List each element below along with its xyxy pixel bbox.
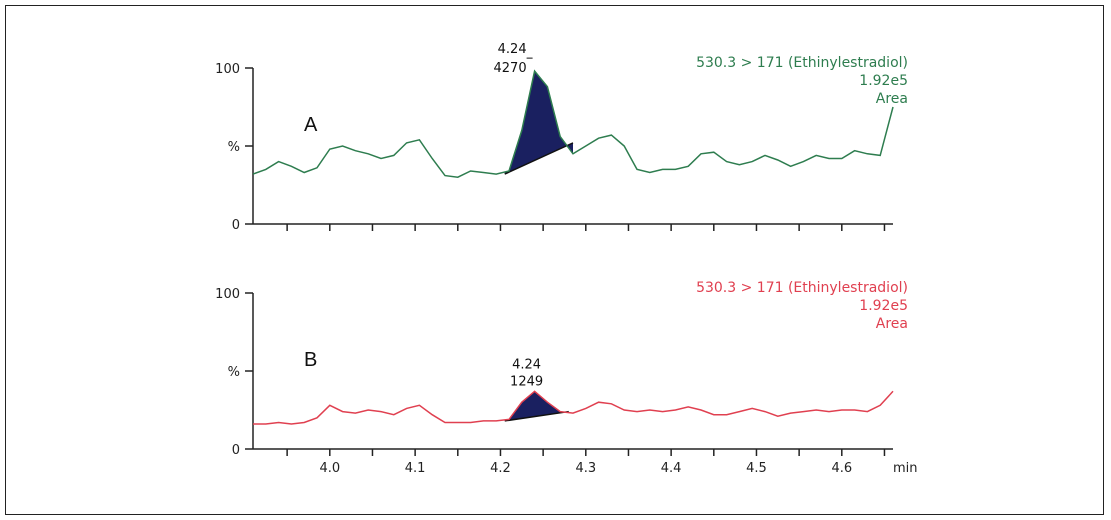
transition-label-b: 530.3 > 171 (Ethinylestradiol) [696,280,908,296]
peak-fill-a [504,71,573,175]
y-tick-label-100-b: 100 [215,287,240,302]
transition-label-a: 530.3 > 171 (Ethinylestradiol) [696,55,908,71]
y-tick-label-100-a: 100 [215,62,240,77]
x-tick-label: 4.1 [405,461,426,476]
x-tick-label: 4.4 [661,461,682,476]
area-mode-label-b: Area [876,316,908,332]
x-ticks-a [286,224,886,231]
x-tick-label: 4.6 [831,461,852,476]
y-tick-label-pct-a: % [228,140,240,155]
x-ticks-b [286,449,886,456]
x-tick-label: 4.3 [575,461,596,476]
peak-area-b: 1249 [510,374,543,389]
peak-baseline-b [504,410,569,422]
y-tick-label-pct-b: % [228,365,240,380]
intensity-label-b: 1.92e5 [859,298,908,314]
panel-a: 100 % 0 4.24 4270 A 530.3 > 171 (Ethinyl… [215,42,908,233]
panel-label-a: A [304,114,318,136]
x-axis-unit: min [893,461,918,476]
panel-label-b: B [304,349,317,371]
y-tick-label-0-a: 0 [232,218,240,233]
x-tick-label: 4.0 [319,461,340,476]
x-tick-labels: 4.0 4.1 4.2 4.3 4.4 4.5 4.6 [319,461,852,476]
area-mode-label-a: Area [876,91,908,107]
peak-retention-time-b: 4.24 [512,357,541,372]
peak-baseline-a [504,142,574,175]
x-tick-label: 4.5 [746,461,767,476]
trace-a [252,69,894,178]
peak-area-a: 4270 [494,61,527,76]
intensity-label-a: 1.92e5 [859,73,908,89]
trace-b [253,390,894,425]
peak-retention-time-a: 4.24 [498,42,527,57]
panel-b: 100 % 0 4.24 1249 B 530.3 > 171 (Ethinyl… [215,280,908,458]
x-tick-label: 4.2 [490,461,511,476]
figure-frame [5,5,1104,515]
y-tick-label-0-b: 0 [232,443,240,458]
